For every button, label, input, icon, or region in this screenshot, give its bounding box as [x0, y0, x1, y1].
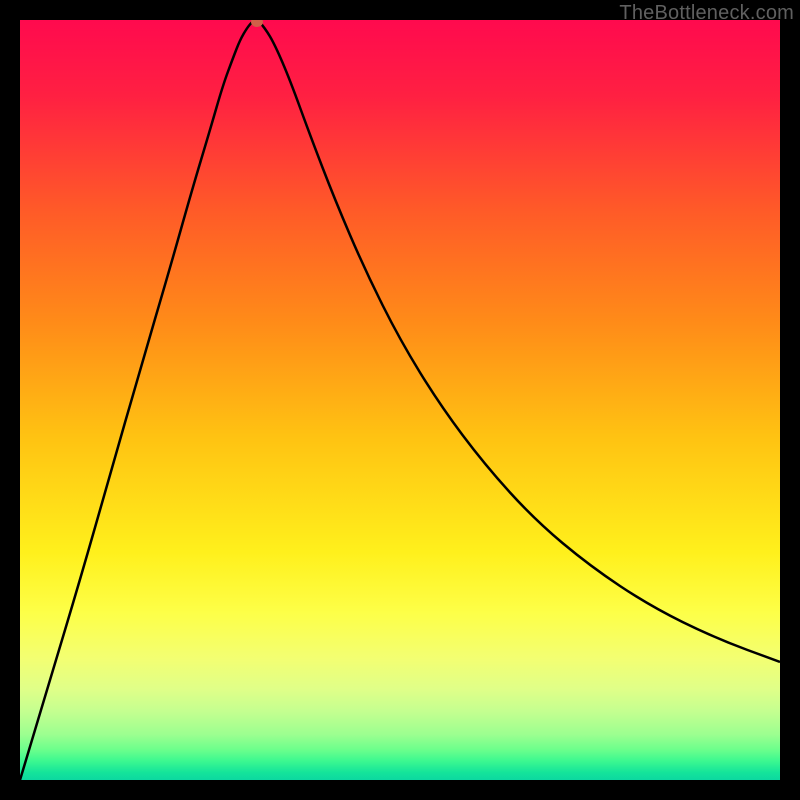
watermark-text: TheBottleneck.com	[619, 2, 794, 25]
plot-area	[20, 20, 780, 780]
chart-svg	[20, 20, 780, 780]
gradient-background	[20, 20, 780, 780]
